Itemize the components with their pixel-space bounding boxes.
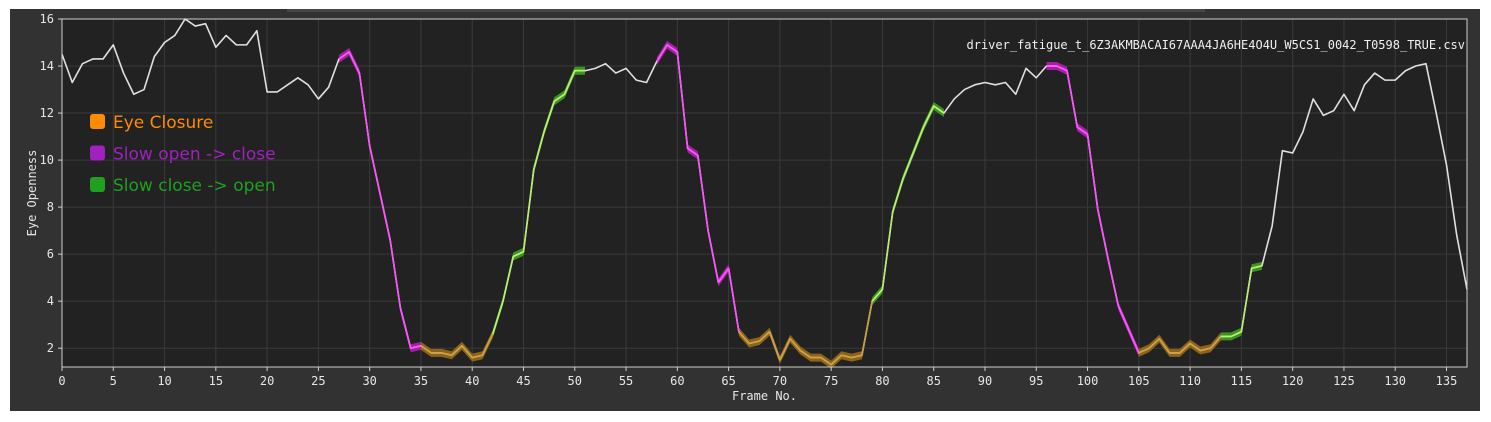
y-tick-label: 14 — [40, 59, 54, 73]
slow-open-close-line — [656, 44, 740, 332]
x-tick-label: 45 — [516, 374, 530, 388]
x-tick-label: 20 — [260, 374, 274, 388]
legend-label: Slow close -> open — [113, 176, 276, 196]
x-tick-label: 125 — [1333, 374, 1355, 388]
x-tick-label: 105 — [1128, 374, 1150, 388]
x-tick-label: 5 — [110, 374, 117, 388]
x-tick-label: 40 — [465, 374, 479, 388]
x-ticks: 0 5 10 15 20 25 30 35 40 45 50 55 60 65 70 75 80 85 90 95 10… — [58, 367, 1457, 388]
x-tick-label: 65 — [721, 374, 735, 388]
legend-swatch — [90, 114, 105, 129]
x-tick-label: 115 — [1231, 374, 1253, 388]
x-tick-label: 0 — [58, 374, 65, 388]
x-tick-label: 95 — [1029, 374, 1043, 388]
slow-close-open-band — [1220, 261, 1262, 341]
y-tick-label: 6 — [47, 247, 54, 261]
slow-close-open-line — [491, 69, 586, 335]
eye-closure-line — [738, 301, 873, 366]
slow-open-close-line — [1046, 65, 1140, 354]
legend: Eye Closure Slow open -> close Slow close … — [90, 113, 276, 196]
y-tick-label: 12 — [40, 106, 54, 120]
x-tick-label: 120 — [1282, 374, 1304, 388]
x-tick-label: 135 — [1436, 374, 1458, 388]
x-tick-label: 30 — [362, 374, 376, 388]
y-tick-label: 10 — [40, 153, 54, 167]
x-tick-label: 25 — [311, 374, 325, 388]
slow-close-open-line — [871, 105, 945, 302]
y-tick-label: 8 — [47, 200, 54, 214]
x-tick-label: 80 — [875, 374, 889, 388]
x-tick-label: 10 — [157, 374, 171, 388]
y-tick-label: 16 — [40, 12, 54, 26]
legend-swatch — [90, 145, 105, 161]
plot-background — [62, 19, 1467, 367]
x-tick-label: 70 — [773, 374, 787, 388]
y-tick-label: 4 — [47, 294, 54, 308]
eye-closure-line — [420, 333, 494, 359]
series-lines — [61, 18, 1468, 366]
y-ticks: 2 4 6 8 10 12 14 16 — [40, 12, 62, 355]
x-tick-label: 50 — [568, 374, 582, 388]
x-tick-label: 60 — [670, 374, 684, 388]
x-tick-label: 110 — [1179, 374, 1201, 388]
plot-border — [61, 18, 1468, 368]
eye-closure-band — [420, 330, 493, 362]
grid — [61, 18, 1467, 367]
x-tick-label: 90 — [978, 374, 992, 388]
x-tick-label: 35 — [414, 374, 428, 388]
slow-open-close-line — [338, 51, 422, 349]
x-tick-label: 75 — [824, 374, 838, 388]
window-top-bar — [287, 9, 1205, 12]
y-tick-label: 2 — [47, 341, 54, 355]
slow-close-open-line — [1220, 265, 1263, 338]
legend-swatch — [90, 177, 105, 192]
x-tick-label: 55 — [619, 374, 633, 388]
eye-closure-line — [1138, 335, 1222, 354]
legend-label: Eye Closure — [113, 113, 213, 133]
legend-label: Slow open -> close — [113, 145, 276, 165]
x-tick-label: 130 — [1384, 374, 1406, 388]
y-axis-label: Eye Openness — [25, 150, 39, 237]
x-tick-label: 100 — [1077, 374, 1099, 388]
x-tick-label: 85 — [926, 374, 940, 388]
file-name-label: driver_fatigue_t_6Z3AKMBACAI67AAA4JA6HE4… — [967, 38, 1466, 52]
x-tick-label: 15 — [209, 374, 223, 388]
x-axis-label: Frame No. — [732, 389, 797, 403]
